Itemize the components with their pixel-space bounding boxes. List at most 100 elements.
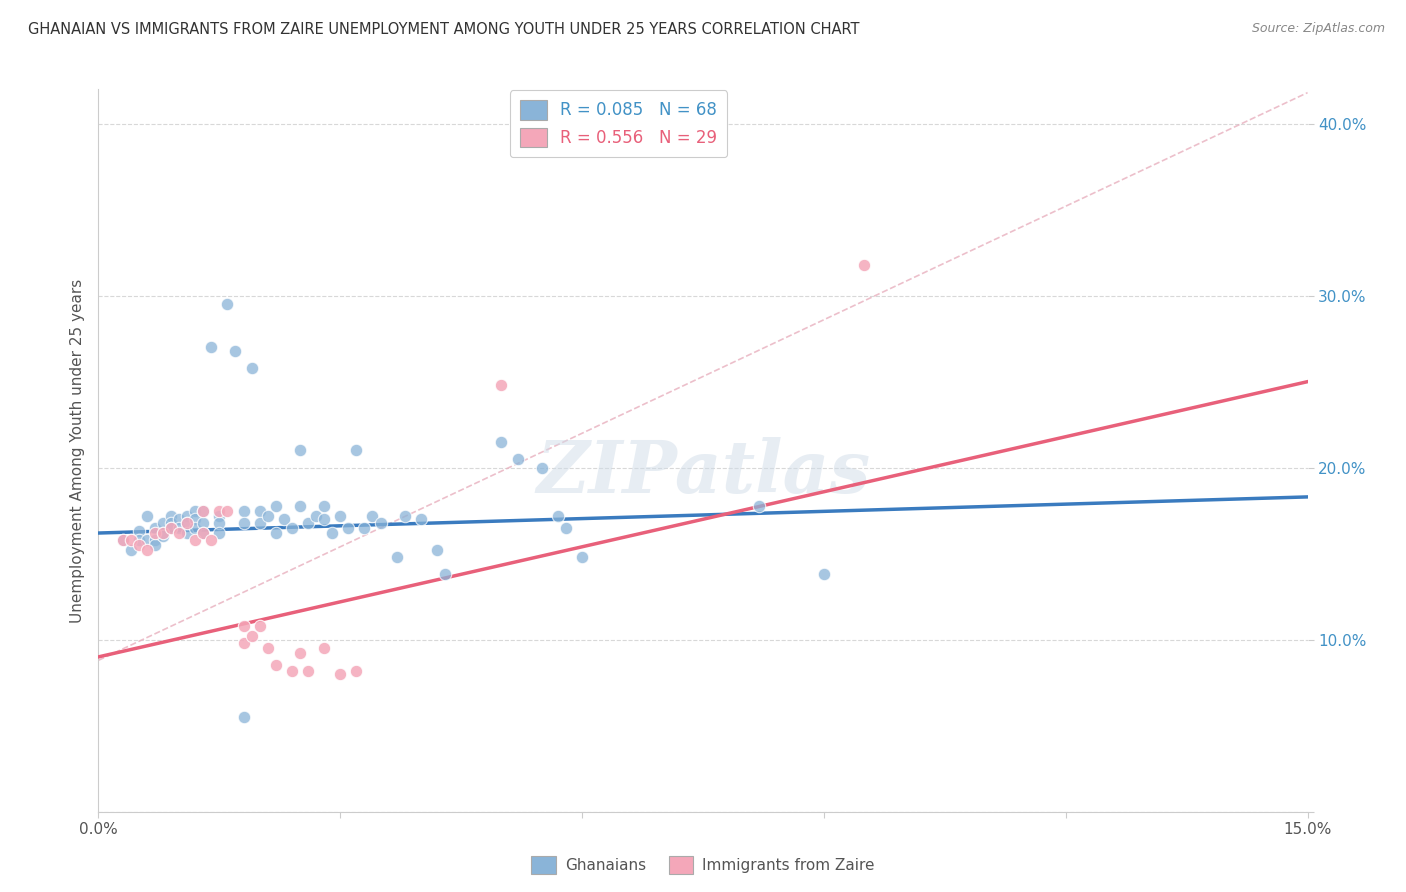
Point [409,512,432,526]
Point [288,499,311,513]
Point [344,664,367,678]
Point [434,567,457,582]
Point [143,533,166,547]
Point [555,521,578,535]
Point [281,664,304,678]
Point [491,434,513,449]
Point [152,526,174,541]
Point [240,629,263,643]
Point [208,508,231,523]
Point [176,516,198,530]
Point [232,516,254,530]
Point [128,524,150,539]
Point [217,297,239,311]
Point [184,503,207,517]
Point [208,526,231,541]
Point [200,340,222,354]
Point [208,503,231,517]
Point [385,550,408,565]
Point [813,567,835,582]
Point [547,508,569,523]
Point [193,526,215,541]
Point [193,516,215,530]
Point [256,508,278,523]
Point [394,508,416,523]
Point [143,526,166,541]
Point [135,533,157,547]
Point [224,343,246,358]
Point [273,512,295,526]
Point [249,503,271,517]
Point [167,526,190,541]
Point [264,499,287,513]
Point [160,516,183,530]
Text: GHANAIAN VS IMMIGRANTS FROM ZAIRE UNEMPLOYMENT AMONG YOUTH UNDER 25 YEARS CORREL: GHANAIAN VS IMMIGRANTS FROM ZAIRE UNEMPL… [28,22,859,37]
Point [232,636,254,650]
Point [111,533,134,547]
Point [176,526,198,541]
Point [128,538,150,552]
Point [321,526,343,541]
Point [314,512,336,526]
Point [288,647,311,661]
Point [264,526,287,541]
Point [370,516,392,530]
Point [128,533,150,547]
Point [530,460,553,475]
Point [152,526,174,541]
Text: Source: ZipAtlas.com: Source: ZipAtlas.com [1251,22,1385,36]
Point [232,503,254,517]
Point [314,499,336,513]
Legend: R = 0.085   N = 68, R = 0.556   N = 29: R = 0.085 N = 68, R = 0.556 N = 29 [510,90,727,157]
Point [329,667,352,681]
Point [361,508,384,523]
Text: ZIPatlas: ZIPatlas [536,437,870,508]
Point [240,360,263,375]
Point [120,533,142,547]
Point [200,533,222,547]
Point [232,619,254,633]
Point [748,499,770,513]
Point [143,538,166,552]
Point [193,526,215,541]
Point [167,521,190,535]
Point [193,503,215,517]
Point [305,508,328,523]
Point [143,521,166,535]
Legend: Ghanaians, Immigrants from Zaire: Ghanaians, Immigrants from Zaire [524,850,882,880]
Point [256,641,278,656]
Point [353,521,375,535]
Point [208,516,231,530]
Point [232,710,254,724]
Point [176,508,198,523]
Point [288,443,311,458]
Point [184,521,207,535]
Point [314,641,336,656]
Point [135,543,157,558]
Point [329,508,352,523]
Point [249,619,271,633]
Point [217,503,239,517]
Point [337,521,360,535]
Point [297,664,319,678]
Point [297,516,319,530]
Point [184,512,207,526]
Point [264,658,287,673]
Point [184,533,207,547]
Point [249,516,271,530]
Point [152,529,174,543]
Point [152,516,174,530]
Point [111,533,134,547]
Point [120,543,142,558]
Point [160,521,183,535]
Point [193,503,215,517]
Point [281,521,304,535]
Point [160,521,183,535]
Point [853,258,876,272]
Point [344,443,367,458]
Point [167,512,190,526]
Y-axis label: Unemployment Among Youth under 25 years: Unemployment Among Youth under 25 years [69,278,84,623]
Point [160,508,183,523]
Point [426,543,449,558]
Point [571,550,593,565]
